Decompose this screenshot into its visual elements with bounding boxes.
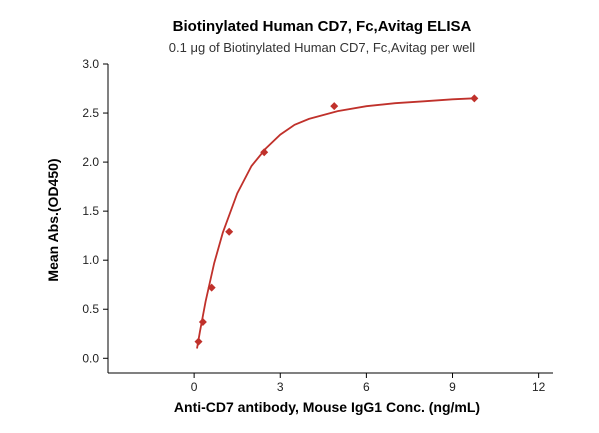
data-point-diamond <box>207 283 216 292</box>
x-tick-label: 12 <box>532 380 546 394</box>
data-point-diamond <box>198 317 207 326</box>
x-tick-label: 0 <box>191 380 198 394</box>
data-point-diamond <box>194 337 203 346</box>
data-point-diamond <box>260 148 269 157</box>
data-point-diamond <box>470 94 479 103</box>
y-tick-label: 2.0 <box>82 155 99 169</box>
axes <box>107 64 553 374</box>
y-axis-label: Mean Abs.(OD450) <box>45 158 61 281</box>
y-tick-label: 3.0 <box>82 57 99 71</box>
data-point-diamond <box>225 227 234 236</box>
data-points-layer <box>194 94 479 346</box>
data-point-diamond <box>330 102 339 111</box>
y-tick-label: 0.5 <box>82 302 99 316</box>
x-tick-label: 6 <box>363 380 370 394</box>
chart-subtitle: 0.1 μg of Biotinylated Human CD7, Fc,Avi… <box>169 40 476 55</box>
x-axis-label: Anti-CD7 antibody, Mouse IgG1 Conc. (ng/… <box>174 399 480 415</box>
y-tick-label: 1.5 <box>82 204 99 218</box>
fit-curve <box>196 97 475 349</box>
y-tick-label: 0.0 <box>82 351 99 365</box>
y-tick-label: 1.0 <box>82 253 99 267</box>
y-tick-label: 2.5 <box>82 106 99 120</box>
x-tick-label: 9 <box>449 380 456 394</box>
y-ticks: 0.0 0.5 1.0 1.5 2.0 2.5 3.0 <box>82 57 108 365</box>
x-ticks: 0 3 6 9 12 <box>191 373 546 394</box>
x-tick-label: 3 <box>277 380 284 394</box>
fit-curve-layer <box>196 97 475 349</box>
chart-title: Biotinylated Human CD7, Fc,Avitag ELISA <box>173 18 472 35</box>
